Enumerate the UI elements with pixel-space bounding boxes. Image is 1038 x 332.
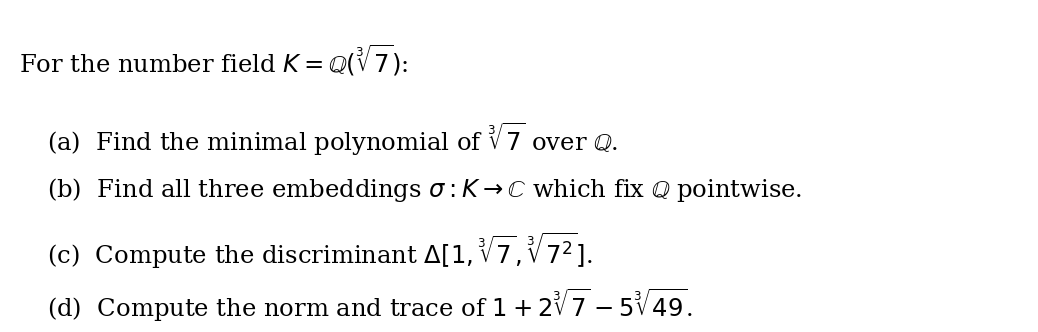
- Text: (b)  Find all three embeddings $\sigma : K \to \mathbb{C}$ which fix $\mathbb{Q}: (b) Find all three embeddings $\sigma : …: [47, 176, 802, 204]
- Text: (a)  Find the minimal polynomial of $\sqrt[3]{7}$ over $\mathbb{Q}$.: (a) Find the minimal polynomial of $\sqr…: [47, 120, 618, 158]
- Text: (d)  Compute the norm and trace of $1 + 2\sqrt[3]{7} - 5\sqrt[3]{49}$.: (d) Compute the norm and trace of $1 + 2…: [47, 286, 692, 324]
- Text: (c)  Compute the discriminant $\Delta[1, \sqrt[3]{7}, \sqrt[3]{7^2}]$.: (c) Compute the discriminant $\Delta[1, …: [47, 231, 593, 271]
- Text: For the number field $K = \mathbb{Q}(\sqrt[3]{7})$:: For the number field $K = \mathbb{Q}(\sq…: [19, 42, 408, 78]
